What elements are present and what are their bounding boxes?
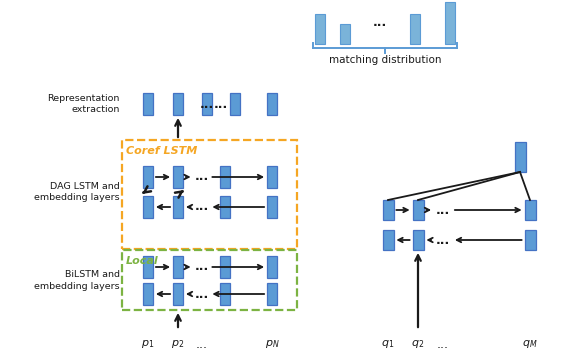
Bar: [267, 283, 277, 305]
Text: BiLSTM and
embedding layers: BiLSTM and embedding layers: [35, 270, 120, 291]
Bar: [382, 230, 394, 250]
Bar: [267, 256, 277, 278]
Text: ...: ...: [436, 203, 450, 216]
Bar: [173, 283, 183, 305]
Text: ...: ...: [437, 337, 449, 350]
Bar: [412, 200, 424, 220]
Bar: [220, 166, 230, 188]
Text: Local: Local: [126, 256, 158, 266]
Bar: [410, 14, 420, 44]
Bar: [143, 166, 153, 188]
Text: $q_1$: $q_1$: [381, 338, 395, 350]
Bar: [267, 93, 277, 115]
Text: ...: ...: [214, 97, 228, 110]
Text: ...: ...: [194, 287, 208, 300]
Bar: [340, 24, 350, 44]
Bar: [267, 196, 277, 218]
Bar: [143, 196, 153, 218]
Bar: [220, 283, 230, 305]
Text: ...: ...: [373, 16, 387, 29]
Text: ...: ...: [194, 261, 208, 274]
Bar: [122, 250, 297, 310]
Text: ...: ...: [194, 201, 208, 214]
Text: $q_M$: $q_M$: [522, 338, 538, 350]
Bar: [267, 166, 277, 188]
Bar: [382, 200, 394, 220]
Bar: [524, 200, 536, 220]
Bar: [445, 2, 455, 44]
Bar: [524, 230, 536, 250]
Bar: [173, 166, 183, 188]
Text: matching distribution: matching distribution: [329, 55, 441, 65]
Bar: [230, 93, 240, 115]
Bar: [315, 14, 325, 44]
Bar: [220, 196, 230, 218]
Bar: [412, 230, 424, 250]
Text: Representation
extraction: Representation extraction: [48, 94, 120, 114]
Text: $q_2$: $q_2$: [411, 338, 425, 350]
Bar: [220, 256, 230, 278]
Bar: [173, 196, 183, 218]
Bar: [143, 93, 153, 115]
Bar: [173, 93, 183, 115]
Text: $p_1$: $p_1$: [141, 338, 154, 350]
Text: DAG LSTM and
embedding layers: DAG LSTM and embedding layers: [35, 182, 120, 202]
Text: ...: ...: [199, 97, 214, 110]
Bar: [202, 93, 211, 115]
Bar: [122, 140, 297, 249]
Bar: [173, 256, 183, 278]
Text: Coref LSTM: Coref LSTM: [126, 146, 197, 156]
Bar: [143, 256, 153, 278]
Text: $p_2$: $p_2$: [172, 338, 185, 350]
Text: ...: ...: [195, 337, 207, 350]
Text: ...: ...: [436, 233, 450, 247]
Text: $p_N$: $p_N$: [265, 338, 279, 350]
Bar: [143, 283, 153, 305]
Bar: [515, 142, 525, 172]
Text: ...: ...: [194, 171, 208, 184]
